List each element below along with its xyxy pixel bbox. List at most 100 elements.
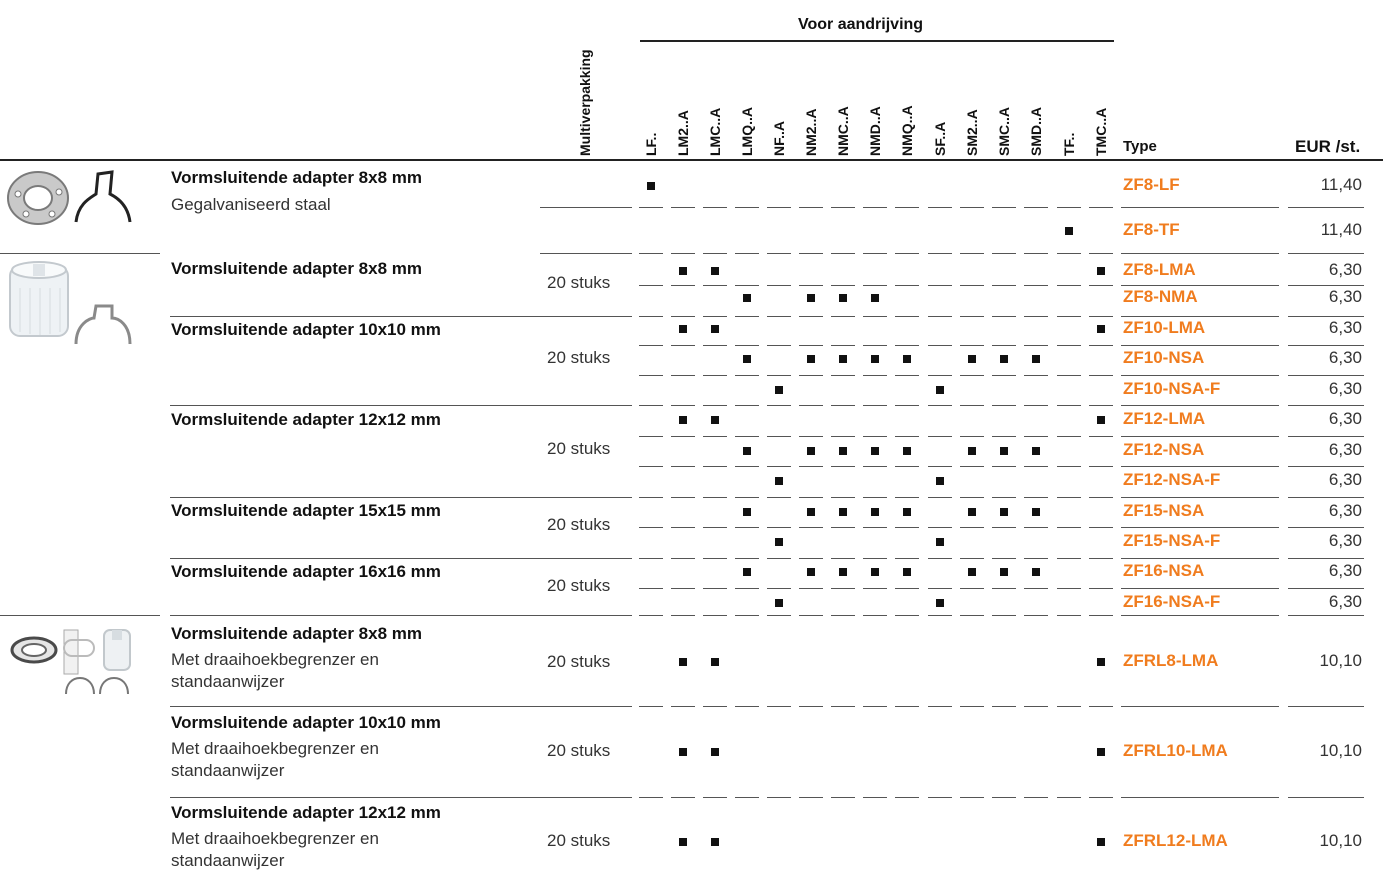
compatibility-marker: [679, 838, 687, 846]
drive-cell-rule: [863, 706, 887, 707]
compatibility-marker: [968, 355, 976, 363]
drive-cell-rule: [671, 527, 695, 528]
price-cell-rule: [1288, 345, 1364, 346]
price-cell-rule: [1288, 615, 1364, 616]
drive-cell-rule: [992, 375, 1016, 376]
drive-cell-rule: [863, 497, 887, 498]
drive-cell-rule: [928, 466, 952, 467]
drive-cell-rule: [1057, 497, 1081, 498]
drive-cell-rule: [1089, 253, 1113, 254]
drive-cell-rule: [735, 436, 759, 437]
compatibility-marker: [679, 658, 687, 666]
product-type-code: ZF12-NSA: [1123, 440, 1205, 459]
drive-cell-rule: [799, 466, 823, 467]
unit-price: 11,40: [1320, 220, 1362, 239]
compatibility-marker: [839, 508, 847, 516]
drive-column-header: NMQ..A: [899, 105, 915, 156]
compatibility-marker: [711, 658, 719, 666]
type-cell-rule: [1121, 706, 1279, 707]
drive-cell-rule: [863, 588, 887, 589]
drive-cell-rule: [1024, 615, 1048, 616]
drive-cell-rule: [1057, 436, 1081, 437]
drive-cell-rule: [928, 375, 952, 376]
drive-cell-rule: [703, 706, 727, 707]
drive-cell-rule: [960, 375, 984, 376]
adapter-rotation-limiter-image: [10, 629, 131, 695]
drive-cell-rule: [992, 706, 1016, 707]
unit-price: 6,30: [1328, 348, 1362, 367]
drive-cell-rule: [863, 207, 887, 208]
compatibility-marker: [936, 599, 944, 607]
drive-cell-rule: [960, 207, 984, 208]
drive-cell-rule: [735, 285, 759, 286]
drive-cell-rule: [639, 615, 663, 616]
drive-cell-rule: [799, 253, 823, 254]
drive-cell-rule: [1089, 497, 1113, 498]
drive-cell-rule: [735, 345, 759, 346]
compatibility-marker: [807, 568, 815, 576]
drive-cell-rule: [735, 497, 759, 498]
compatibility-marker: [775, 477, 783, 485]
drive-cell-rule: [895, 285, 919, 286]
unit-price: 10,10: [1319, 831, 1362, 850]
drive-cell-rule: [799, 405, 823, 406]
drive-cell-rule: [799, 588, 823, 589]
drive-cell-rule: [863, 253, 887, 254]
product-rule: [170, 405, 632, 406]
compatibility-marker: [711, 748, 719, 756]
drive-cell-rule: [1024, 285, 1048, 286]
drive-cell-rule: [703, 797, 727, 798]
product-title: Vormsluitende adapter 10x10 mm: [171, 320, 441, 339]
drive-cell-rule: [735, 706, 759, 707]
drive-cell-rule: [1089, 797, 1113, 798]
drive-cell-rule: [1024, 558, 1048, 559]
drive-cell-rule: [639, 207, 663, 208]
image-rule-2: [0, 615, 160, 616]
compatibility-marker: [743, 568, 751, 576]
drive-cell-rule: [1057, 345, 1081, 346]
drive-cell-rule: [703, 253, 727, 254]
drive-cell-rule: [639, 558, 663, 559]
drive-column-header: SM2..A: [964, 109, 980, 156]
drive-cell-rule: [863, 797, 887, 798]
drive-cell-rule: [799, 558, 823, 559]
drive-cell-rule: [960, 436, 984, 437]
drive-cell-rule: [895, 375, 919, 376]
drive-cell-rule: [1057, 285, 1081, 286]
unit-price: 6,30: [1328, 318, 1362, 337]
drive-cell-rule: [703, 558, 727, 559]
drive-cell-rule: [960, 797, 984, 798]
drive-column-header: SF..A: [932, 121, 948, 156]
drive-cell-rule: [928, 797, 952, 798]
drive-cell-rule: [799, 497, 823, 498]
unit-price: 10,10: [1319, 651, 1362, 670]
unit-price: 6,30: [1328, 531, 1362, 550]
drive-cell-rule: [831, 405, 855, 406]
drive-cell-rule: [960, 497, 984, 498]
drive-cell-rule: [863, 375, 887, 376]
drive-cell-rule: [1057, 615, 1081, 616]
drive-cell-rule: [831, 253, 855, 254]
product-rule: [170, 797, 632, 798]
drive-cell-rule: [639, 375, 663, 376]
compatibility-marker: [871, 355, 879, 363]
drive-cell-rule: [895, 558, 919, 559]
unit-price: 6,30: [1328, 470, 1362, 489]
drive-cell-rule: [895, 615, 919, 616]
compatibility-marker: [807, 447, 815, 455]
drive-cell-rule: [992, 405, 1016, 406]
drive-cell-rule: [639, 345, 663, 346]
product-type-code: ZF8-TF: [1123, 220, 1180, 239]
drive-cell-rule: [863, 466, 887, 467]
drive-cell-rule: [928, 316, 952, 317]
compatibility-marker: [903, 447, 911, 455]
type-cell-rule: [1121, 375, 1279, 376]
product-type-code: ZF15-NSA-F: [1123, 531, 1221, 550]
drive-column-header: SMD..A: [1028, 107, 1044, 156]
drive-cell-rule: [863, 615, 887, 616]
product-type-code: ZF8-NMA: [1123, 287, 1198, 306]
drive-cell-rule: [863, 285, 887, 286]
price-header: EUR /st.: [1295, 137, 1361, 156]
multipack-value: 20 stuks: [547, 439, 611, 458]
drive-cell-rule: [1089, 375, 1113, 376]
